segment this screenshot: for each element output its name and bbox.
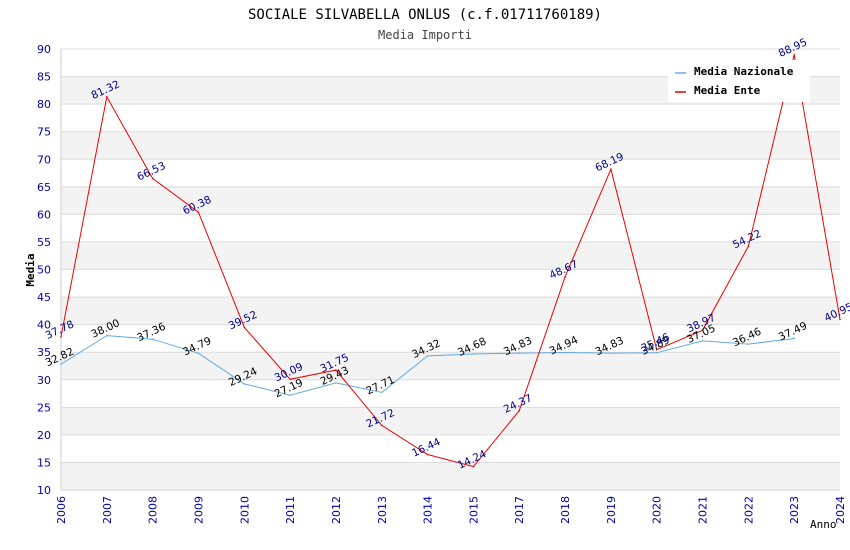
data-point-media-nazionale-2015 — [472, 353, 475, 355]
data-point-media-nazionale-2011 — [289, 394, 291, 397]
data-point-media-ente-2017 — [518, 409, 521, 412]
data-point-media-ente-2018 — [564, 276, 566, 278]
x-tick-label-2019: 2019 — [605, 496, 618, 524]
y-tick-label-70: 70 — [37, 153, 51, 166]
data-point-media-ente-2013 — [380, 424, 383, 427]
data-point-media-nazionale-2006 — [60, 363, 62, 366]
chart-subtitle: Media Importi — [378, 28, 472, 42]
y-axis-label: Media — [24, 253, 37, 286]
x-tick-label-2013: 2013 — [376, 496, 389, 524]
chart-title: SOCIALE SILVABELLA ONLUS (c.f.0171176018… — [248, 7, 602, 23]
data-point-media-nazionale-2019 — [610, 352, 612, 354]
y-tick-label-30: 30 — [37, 374, 51, 387]
x-tick-label-2007: 2007 — [101, 496, 114, 524]
plot-band — [61, 241, 840, 270]
data-point-media-ente-2015 — [472, 465, 475, 468]
plot-band — [61, 159, 840, 187]
x-tick-label-2023: 2023 — [788, 496, 801, 524]
x-tick-label-2018: 2018 — [559, 496, 572, 524]
data-point-media-nazionale-2012 — [335, 382, 337, 384]
y-tick-label-60: 60 — [37, 208, 51, 221]
x-axis-label: Anno — [810, 518, 837, 531]
y-tick-label-10: 10 — [37, 484, 51, 497]
series-lines — [60, 53, 841, 468]
data-point-media-nazionale-2013 — [380, 391, 383, 394]
x-tick-label-2015: 2015 — [467, 496, 480, 524]
data-point-media-ente-2022 — [747, 245, 750, 248]
plot-band — [61, 131, 840, 160]
data-point-media-ente-2012 — [335, 369, 337, 371]
data-point-media-ente-2019 — [610, 168, 612, 171]
plot-band — [61, 214, 840, 242]
y-tick-label-55: 55 — [37, 236, 51, 249]
data-point-media-nazionale-2023 — [793, 337, 795, 340]
plot-band — [61, 434, 840, 463]
data-point-media-nazionale-2022 — [747, 343, 750, 345]
data-point-media-ente-2007 — [106, 96, 108, 98]
legend-label-media-nazionale: Media Nazionale — [694, 65, 794, 78]
plot-band — [61, 269, 840, 298]
plot-band — [61, 379, 840, 408]
data-point-media-ente-2011 — [289, 378, 291, 381]
gridlines — [60, 48, 840, 491]
data-point-media-ente-2024 — [839, 318, 841, 321]
data-point-media-nazionale-2018 — [564, 351, 566, 354]
data-point-media-ente-2010 — [243, 326, 246, 329]
x-tick-label-2014: 2014 — [422, 496, 435, 524]
plot-band — [61, 104, 840, 132]
x-tick-label-2024: 2024 — [834, 496, 847, 524]
data-point-media-ente-2008 — [151, 177, 154, 180]
y-tick-label-90: 90 — [37, 43, 51, 56]
y-axis-ticks: 10 15 20 25 30 35 40 45 50 55 60 65 70 75 80 85 90 — [37, 43, 51, 497]
data-point-media-nazionale-2020 — [655, 351, 658, 354]
data-point-media-ente-2009 — [197, 211, 200, 214]
plot-band — [61, 324, 840, 353]
plot-band — [61, 186, 840, 215]
legend: Media Nazionale Media Ente — [668, 60, 810, 102]
y-tick-label-20: 20 — [37, 429, 51, 442]
series-line-media-ente — [60, 54, 841, 468]
y-tick-label-35: 35 — [37, 346, 51, 359]
y-tick-label-45: 45 — [37, 291, 51, 304]
x-axis-ticks: 2006 2007 2008 2009 2010 2011 2012 2013 2014 2015… — [55, 496, 847, 524]
data-point-media-ente-2006 — [60, 336, 62, 338]
data-point-media-nazionale-2008 — [151, 338, 154, 340]
plot-band — [61, 352, 840, 380]
plot-background-bands — [61, 49, 840, 490]
x-tick-label-2012: 2012 — [330, 496, 343, 524]
data-point-media-ente-2023 — [793, 53, 795, 56]
data-point-media-nazionale-2021 — [701, 340, 704, 342]
y-tick-label-50: 50 — [37, 264, 51, 277]
y-tick-label-25: 25 — [37, 401, 51, 414]
y-tick-label-85: 85 — [37, 71, 51, 84]
x-tick-label-2021: 2021 — [697, 496, 710, 524]
plot-band — [61, 407, 840, 435]
data-point-media-nazionale-2014 — [426, 355, 429, 357]
x-tick-label-2017: 2017 — [513, 496, 526, 524]
x-tick-label-2020: 2020 — [651, 496, 664, 524]
legend-box — [668, 60, 810, 102]
plot-band — [61, 297, 840, 325]
y-tick-label-40: 40 — [37, 319, 51, 332]
y-tick-label-75: 75 — [37, 126, 51, 139]
x-tick-label-2022: 2022 — [742, 496, 755, 524]
data-point-media-nazionale-2007 — [106, 334, 108, 337]
data-point-media-ente-2020 — [655, 348, 658, 351]
x-tick-label-2011: 2011 — [284, 496, 297, 524]
data-point-media-nazionale-2017 — [518, 352, 521, 354]
x-tick-label-2008: 2008 — [147, 496, 160, 524]
x-tick-label-2010: 2010 — [238, 496, 251, 524]
y-tick-label-65: 65 — [37, 181, 51, 194]
legend-label-media-ente: Media Ente — [694, 84, 761, 97]
data-point-media-nazionale-2010 — [243, 383, 246, 385]
data-point-media-ente-2021 — [701, 329, 704, 332]
y-tick-label-80: 80 — [37, 98, 51, 111]
y-tick-label-15: 15 — [37, 456, 51, 469]
x-tick-label-2006: 2006 — [55, 496, 68, 524]
data-point-media-ente-2014 — [426, 453, 429, 456]
plot-band — [61, 462, 840, 490]
x-tick-label-2009: 2009 — [192, 496, 205, 524]
data-point-media-nazionale-2009 — [197, 352, 200, 355]
